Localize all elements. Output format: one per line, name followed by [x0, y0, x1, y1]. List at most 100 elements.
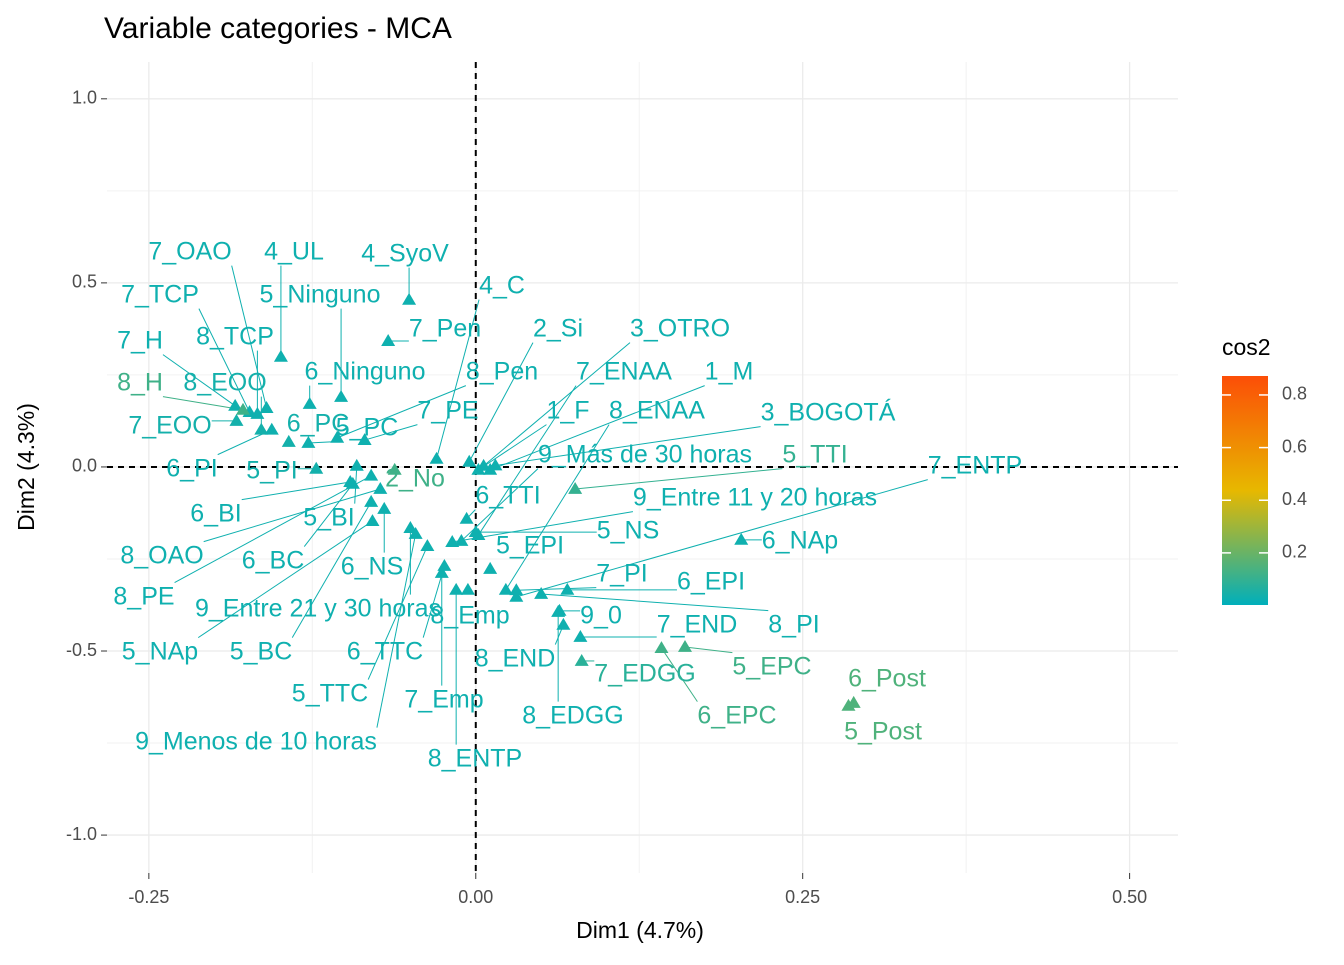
point [364, 494, 379, 507]
leader-line [231, 265, 268, 409]
points [228, 292, 861, 711]
point [445, 535, 460, 547]
point-label: 8_H [117, 369, 163, 397]
point [377, 501, 392, 514]
color-tick-label: 0.4 [1282, 489, 1307, 509]
point [264, 422, 279, 435]
point-label: 5_PC [336, 414, 399, 442]
point [365, 514, 380, 526]
point-label: 1_M [705, 358, 754, 386]
leader-line [516, 479, 928, 598]
point-label: 5_NS [597, 517, 660, 545]
point-label: 7_PE [417, 397, 478, 425]
point-label: 5_BC [230, 638, 293, 666]
x-axis-title: Dim1 (4.7%) [576, 917, 704, 943]
point-label: 9_Menos de 10 horas [135, 728, 377, 756]
point-label: 9_Entre 21 y 30 horas [195, 595, 441, 623]
leader-line [291, 501, 372, 638]
leader-line [241, 481, 351, 501]
point-label: 7_ENTP [928, 452, 1022, 480]
point [254, 422, 269, 435]
point [345, 476, 360, 489]
point-label: 5_Post [844, 718, 922, 746]
point [236, 402, 250, 415]
color-tick-label: 0.8 [1282, 384, 1307, 404]
x-tick-label: 0.00 [458, 887, 493, 907]
point-label: 8_Emp [430, 602, 509, 630]
point-label: 2_No [385, 465, 445, 493]
leader-line [376, 533, 417, 728]
leader-line [367, 545, 428, 680]
point [534, 586, 549, 599]
point [408, 526, 423, 539]
point [509, 583, 524, 596]
color-tick-label: 0.6 [1282, 436, 1307, 456]
color-bar [1222, 376, 1268, 605]
point-label: 8_EDGG [522, 702, 623, 730]
point [556, 617, 571, 630]
point-label: 1_F [546, 397, 589, 425]
legend-title: cos2 [1222, 334, 1271, 360]
point [250, 406, 265, 419]
point-label: 6_PC [287, 410, 350, 438]
point-label: 7_OAO [148, 238, 231, 266]
leader-line [422, 565, 445, 638]
point-label: 6_Post [848, 665, 926, 693]
point-label: 6_Ninguno [305, 358, 426, 386]
point-label: 8_END [475, 645, 556, 673]
point-label: 5_NAp [122, 638, 198, 666]
point [259, 401, 274, 413]
point [449, 582, 464, 595]
point [301, 436, 316, 448]
x-tick-label: 0.50 [1112, 887, 1147, 907]
leader-line [303, 483, 354, 547]
point [387, 462, 402, 475]
point-label: 6_EPI [677, 568, 745, 596]
point [229, 413, 244, 426]
point [357, 433, 372, 445]
point-label: 8_TCP [196, 323, 274, 351]
point-label: 7_Emp [404, 686, 483, 714]
point-label: 7_TCP [121, 281, 199, 309]
point [334, 390, 349, 402]
point [678, 639, 692, 652]
point [402, 292, 417, 305]
point [420, 539, 435, 551]
point [302, 396, 317, 409]
labels: 7_OAO 4_UL 4_SyoV 7_TCP 5_Ninguno 4_C 7_Pen 2_S… [113, 238, 1022, 773]
point-label: 3_BOGOTÁ [761, 398, 896, 427]
point [509, 589, 524, 602]
point-label: 7_PI [596, 560, 647, 588]
leader-line [174, 475, 372, 584]
point-label: 4_UL [264, 238, 324, 266]
point [734, 532, 749, 545]
point [654, 641, 669, 653]
point [573, 630, 588, 642]
point [373, 482, 388, 494]
y-tick-label: 1.0 [72, 88, 97, 108]
point-label: 5_EPC [732, 653, 811, 681]
point-label: 7_EDGG [594, 660, 695, 688]
leader-line [198, 308, 250, 413]
point [568, 482, 583, 494]
point [273, 349, 288, 362]
leader-line [489, 385, 705, 471]
point [462, 454, 477, 467]
leader-line [661, 647, 698, 702]
point [330, 430, 345, 443]
leader-line [364, 424, 418, 441]
leader-line [505, 424, 610, 591]
point-label: 4_SyoV [361, 240, 449, 268]
point-label: 6_BI [190, 500, 241, 528]
point [228, 398, 243, 411]
leader-line [197, 520, 373, 639]
leader-line [541, 593, 769, 612]
point-label: 9_Entre 11 y 20 horas [633, 484, 877, 512]
point [471, 462, 486, 475]
point [841, 698, 856, 711]
point-label: 6_NS [341, 553, 404, 581]
leader-line [336, 385, 467, 439]
point-label: 6_NAp [762, 527, 838, 555]
point-label: 7_Pen [409, 315, 481, 343]
